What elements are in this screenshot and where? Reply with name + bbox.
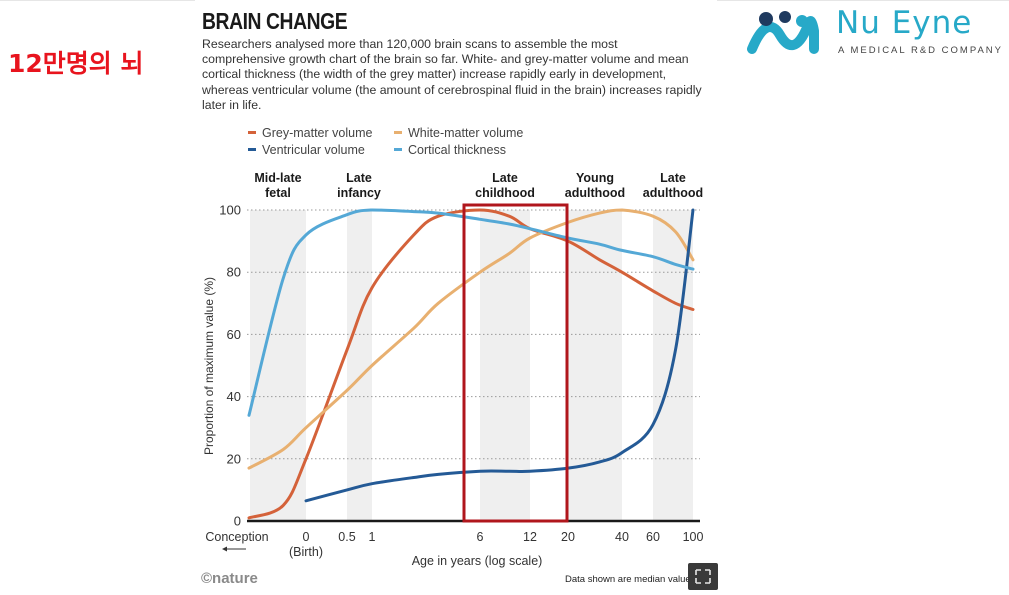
stage-label-young-adult-line1: Young [576, 171, 614, 185]
stage-label-fetal: Mid-late fetal [254, 171, 301, 200]
legend-white-matter: White-matter volume [394, 126, 523, 140]
x-tick-labels: 0 0.5 1 6 12 20 40 60 100 [303, 530, 704, 544]
legend-swatch-white-matter [394, 131, 402, 135]
legend-swatch-ventricular [248, 148, 256, 152]
legend-label-ventricular: Ventricular volume [262, 143, 365, 157]
expand-button[interactable] [688, 563, 718, 590]
y-tick-labels: 0 20 40 60 80 100 [219, 203, 241, 529]
stage-label-childhood: Late childhood [475, 171, 535, 200]
y-tick-label: 80 [227, 265, 241, 280]
korean-caption: 12만명의 뇌 [8, 49, 144, 78]
legend-label-white-matter: White-matter volume [408, 126, 524, 140]
stage-label-late-adult-line1: Late [660, 171, 686, 185]
band-young-adult [568, 210, 622, 521]
logo-tagline: A MEDICAL R&D COMPANY [838, 45, 1003, 56]
nature-credit: ©nature [201, 570, 258, 587]
legend-label-grey-matter: Grey-matter volume [262, 126, 373, 140]
stage-label-infancy-line2: infancy [337, 186, 381, 200]
y-tick-label: 40 [227, 389, 241, 404]
series-line-ventricular-volume [304, 208, 695, 503]
band-childhood [480, 210, 530, 521]
median-note: Data shown are median values. [565, 574, 698, 585]
x-tick-label: 100 [683, 530, 704, 544]
band-fetal [250, 210, 306, 521]
x-tick-label: 40 [615, 530, 629, 544]
logo-mark-icon [747, 11, 819, 54]
y-axis-title: Proportion of maximum value (%) [202, 277, 216, 455]
x-tick-label: 60 [646, 530, 660, 544]
y-tick-label: 100 [219, 203, 241, 218]
series-lines [247, 208, 695, 520]
series-line-white-matter-volume [247, 208, 695, 470]
stage-label-infancy-line1: Late [346, 171, 372, 185]
legend-label-cortical: Cortical thickness [408, 143, 506, 157]
y-tick-label: 20 [227, 451, 241, 466]
expand-icon [695, 569, 711, 584]
stage-label-late-adult: Late adulthood [643, 171, 703, 200]
x-tick-label: 0 [303, 530, 310, 544]
x-tick-label: 0.5 [338, 530, 355, 544]
figure-description: Researchers analysed more than 120,000 b… [202, 37, 702, 112]
stage-label-childhood-line1: Late [492, 171, 518, 185]
logo-name: Nu Eyne [836, 5, 973, 41]
x-tick-label: 1 [369, 530, 376, 544]
y-tick-label: 0 [234, 514, 241, 529]
conception-arrow [222, 546, 246, 552]
series-line-cortical-thickness [247, 208, 695, 417]
legend-swatch-cortical [394, 148, 402, 152]
y-tick-label: 60 [227, 327, 241, 342]
x-tick-label: 6 [477, 530, 484, 544]
figure-title: BRAIN CHANGE [202, 8, 348, 34]
legend-swatch-grey-matter [248, 131, 256, 135]
x-tick-label: 20 [561, 530, 575, 544]
stage-label-childhood-line2: childhood [475, 186, 535, 200]
legend-ventricular: Ventricular volume [248, 143, 365, 157]
x-axis-title: Age in years (log scale) [412, 554, 543, 568]
birth-sublabel: (Birth) [289, 545, 323, 559]
stage-bands [250, 210, 693, 521]
stage-label-young-adult-line2: adulthood [565, 186, 625, 200]
stage-label-young-adult: Young adulthood [565, 171, 625, 200]
highlight-box [462, 203, 569, 523]
band-infancy [347, 210, 372, 521]
legend-grey-matter: Grey-matter volume [248, 126, 372, 140]
conception-label: Conception [205, 530, 268, 544]
stage-label-fetal-line2: fetal [265, 186, 291, 200]
x-tick-label: 12 [523, 530, 537, 544]
stage-label-infancy: Late infancy [337, 171, 381, 200]
legend-cortical: Cortical thickness [394, 143, 506, 157]
stage-label-fetal-line1: Mid-late [254, 171, 301, 185]
stage-label-late-adult-line2: adulthood [643, 186, 703, 200]
